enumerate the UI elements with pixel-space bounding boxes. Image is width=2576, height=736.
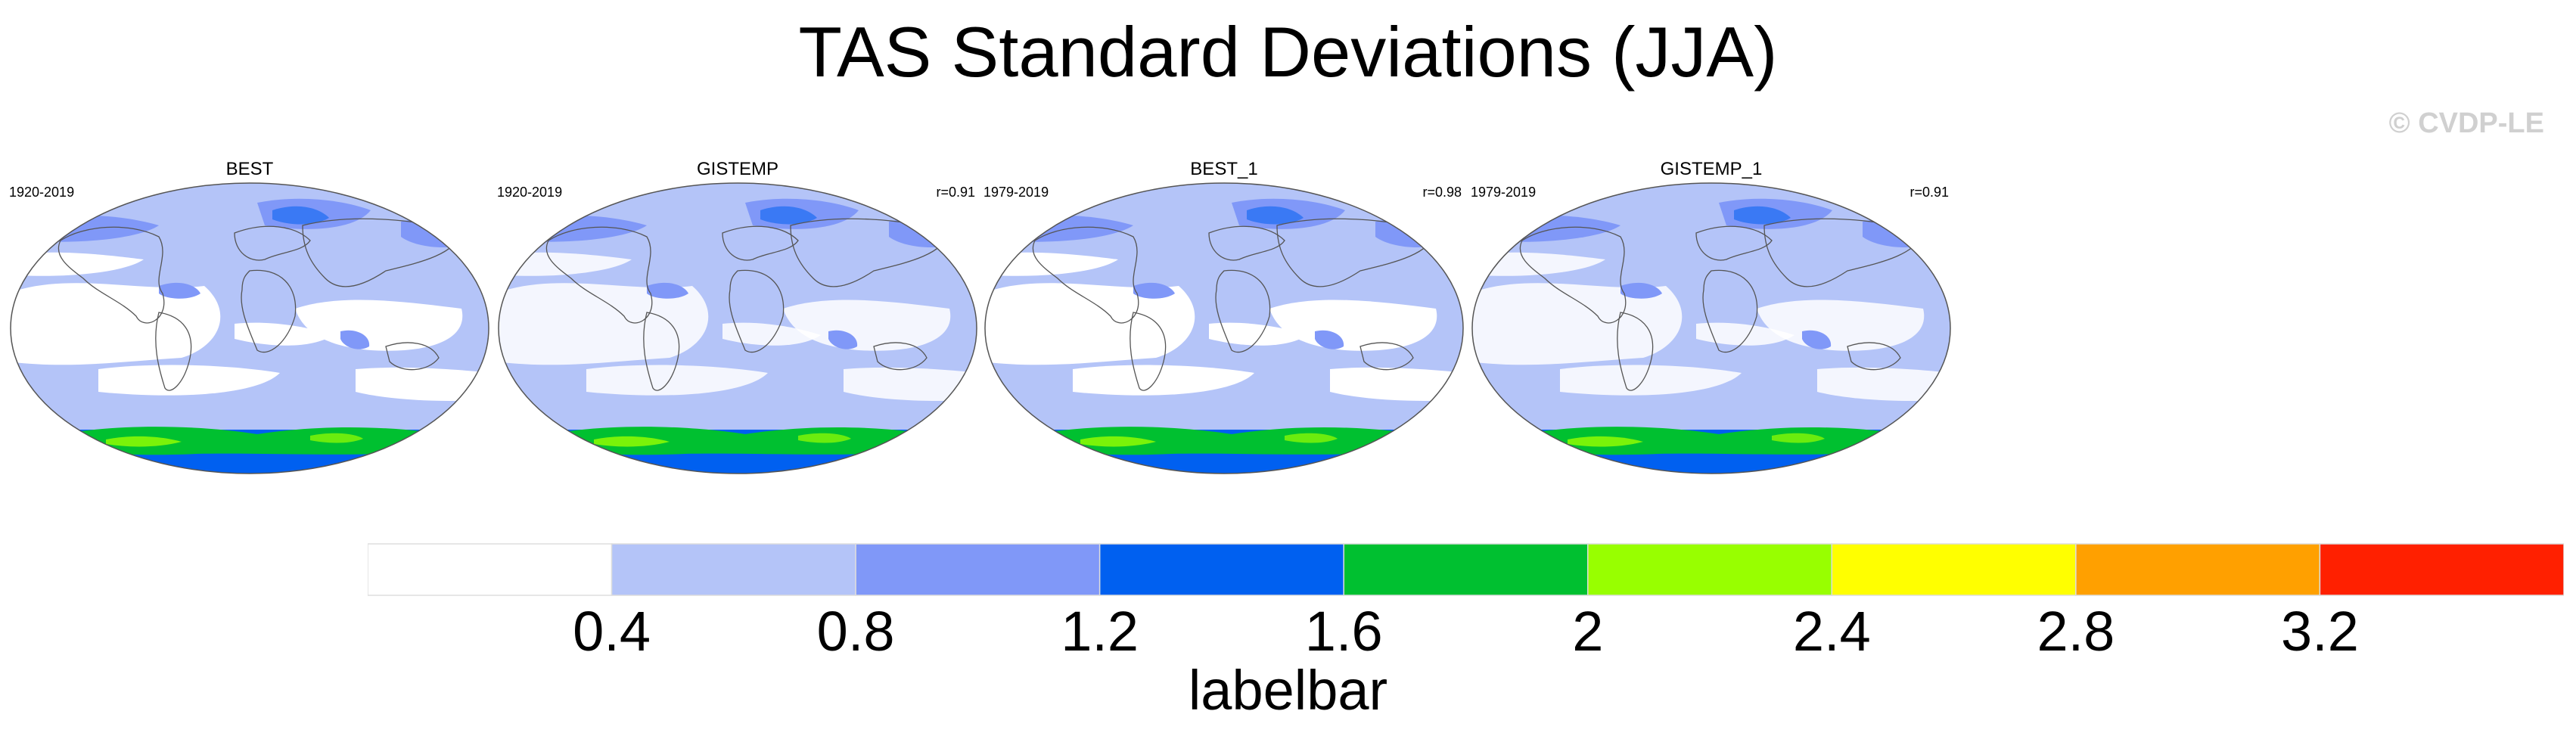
panel-period: 1920-2019 bbox=[9, 185, 75, 200]
panel-correlation: r=0.98 bbox=[1422, 185, 1462, 200]
world-map bbox=[984, 182, 1464, 474]
color-labelbar bbox=[368, 543, 2564, 596]
map-panel-gistemp-1: GISTEMP_1 1979-2019 r=0.91 bbox=[1469, 159, 1953, 477]
panel-title: GISTEMP_1 bbox=[1660, 159, 1763, 179]
labelbar-swatch bbox=[1587, 543, 1833, 596]
labelbar-swatch bbox=[368, 543, 613, 596]
panel-title: BEST bbox=[225, 159, 274, 179]
labelbar-tick-label: 1.6 bbox=[1304, 600, 1383, 663]
panel-period: 1979-2019 bbox=[983, 185, 1049, 200]
labelbar-swatch bbox=[1343, 543, 1589, 596]
labelbar-swatch bbox=[1831, 543, 2077, 596]
labelbar-swatch bbox=[855, 543, 1101, 596]
map-panel-best-1: BEST_1 1979-2019 r=0.98 bbox=[982, 159, 1466, 477]
labelbar-tick-label: 3.2 bbox=[2281, 600, 2359, 663]
copyright-watermark: © CVDP-LE bbox=[2388, 107, 2544, 139]
panel-correlation: r=0.91 bbox=[1909, 185, 1949, 200]
world-map bbox=[498, 182, 977, 474]
panel-title: GISTEMP bbox=[696, 159, 778, 179]
labelbar-swatch bbox=[611, 543, 856, 596]
world-map bbox=[10, 182, 489, 474]
labelbar-tick-label: 1.2 bbox=[1061, 600, 1139, 663]
figure-title: TAS Standard Deviations (JJA) bbox=[798, 12, 1778, 92]
labelbar-tick-label: 2.4 bbox=[1792, 600, 1871, 663]
map-panel-best: BEST 1920-2019 bbox=[8, 159, 492, 477]
labelbar-swatch bbox=[2319, 543, 2564, 596]
labelbar-swatch bbox=[1098, 543, 1344, 596]
world-map bbox=[1471, 182, 1951, 474]
labelbar-title: labelbar bbox=[1188, 659, 1388, 722]
map-panel-gistemp: GISTEMP 1920-2019 r=0.91 bbox=[496, 159, 980, 477]
panel-period: 1920-2019 bbox=[497, 185, 563, 200]
panel-title: BEST_1 bbox=[1190, 159, 1258, 179]
labelbar-swatch bbox=[2075, 543, 2321, 596]
labelbar-tick-label: 2 bbox=[1572, 600, 1604, 663]
labelbar-tick-label: 0.8 bbox=[816, 600, 895, 663]
labelbar-tick-label: 0.4 bbox=[573, 600, 651, 663]
panel-period: 1979-2019 bbox=[1471, 185, 1537, 200]
labelbar-tick-label: 2.8 bbox=[2037, 600, 2115, 663]
panel-correlation: r=0.91 bbox=[936, 185, 975, 200]
